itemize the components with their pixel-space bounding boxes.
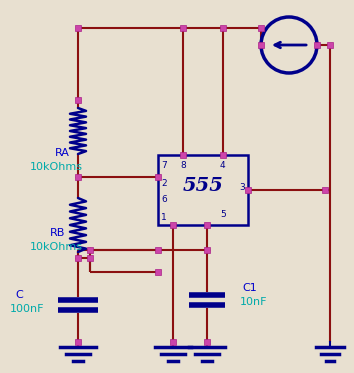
Text: 2: 2 [161, 179, 167, 188]
Text: 3: 3 [239, 184, 245, 192]
Text: 6: 6 [161, 194, 167, 204]
Text: 4: 4 [220, 161, 225, 170]
Bar [158, 155, 248, 225]
Text: 5: 5 [220, 210, 226, 219]
Text: 10nF: 10nF [240, 297, 268, 307]
Text: 100nF: 100nF [10, 304, 45, 314]
Text: 10kOhms: 10kOhms [30, 162, 83, 172]
Text: 10kOhms: 10kOhms [30, 242, 83, 252]
Text: C1: C1 [242, 283, 257, 293]
Text: 7: 7 [161, 160, 167, 169]
Text: RA: RA [55, 148, 70, 158]
Text: 555: 555 [183, 177, 223, 195]
Text: C: C [15, 290, 23, 300]
Text: RB: RB [50, 228, 65, 238]
Text: 1: 1 [161, 213, 167, 222]
Text: 8: 8 [180, 161, 186, 170]
